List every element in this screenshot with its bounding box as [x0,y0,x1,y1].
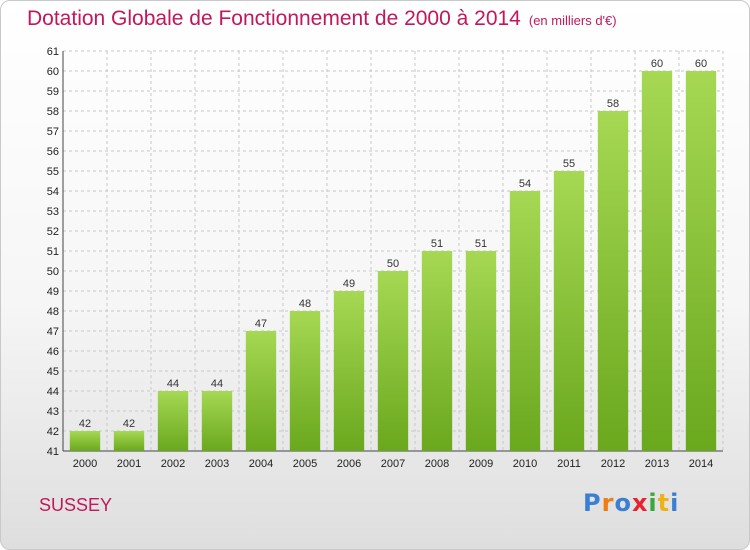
y-tick-label: 51 [47,246,59,258]
bar [597,111,629,451]
y-tick-label: 41 [47,446,59,458]
y-tick-label: 56 [47,146,59,158]
bar [641,71,673,451]
data-label: 51 [431,238,443,250]
data-label: 42 [79,418,91,430]
data-label: 44 [211,378,223,390]
bar [289,311,321,451]
x-tick-label: 2005 [293,458,317,470]
chart-title: Dotation Globale de Fonctionnement de 20… [27,7,617,31]
bar [421,251,453,451]
y-tick-label: 49 [47,286,59,298]
bar [377,271,409,451]
y-tick-label: 44 [47,386,59,398]
bar [245,331,277,451]
y-tick-label: 50 [47,266,59,278]
y-tick-label: 59 [47,86,59,98]
data-label: 60 [651,58,663,70]
data-label: 55 [563,158,575,170]
y-tick-label: 60 [47,66,59,78]
x-tick-label: 2011 [557,458,581,470]
y-tick-label: 52 [47,226,59,238]
y-tick-label: 54 [47,186,59,198]
x-tick-label: 2010 [513,458,537,470]
y-tick-label: 48 [47,306,59,318]
x-tick-label: 2000 [73,458,97,470]
data-label: 47 [255,318,267,330]
bar [685,71,717,451]
data-label: 48 [299,298,311,310]
x-tick-label: 2008 [425,458,449,470]
data-label: 50 [387,258,399,270]
x-tick-label: 2007 [381,458,405,470]
x-tick-label: 2002 [161,458,185,470]
bar [69,431,101,451]
x-tick-label: 2004 [249,458,273,470]
x-tick-label: 2014 [689,458,713,470]
y-tick-label: 46 [47,346,59,358]
logo-letter: r [601,489,615,517]
x-tick-label: 2003 [205,458,229,470]
x-tick-label: 2006 [337,458,361,470]
proxiti-logo: Proxiti [583,489,679,517]
data-label: 58 [607,98,619,110]
logo-letter: t [657,489,671,517]
commune-name: SUSSEY [39,495,113,515]
y-tick-label: 43 [47,406,59,418]
chart-unit: (en milliers d'€) [528,13,617,28]
bar [465,251,497,451]
x-tick-label: 2013 [645,458,669,470]
y-tick-label: 47 [47,326,59,338]
data-label: 54 [519,178,531,190]
bar [509,191,541,451]
data-label: 44 [167,378,179,390]
data-label: 51 [475,238,487,250]
y-tick-label: 58 [47,106,59,118]
y-tick-label: 57 [47,126,59,138]
y-tick-label: 45 [47,366,59,378]
bar [201,391,233,451]
logo-letter: o [614,489,632,517]
x-tick-label: 2001 [117,458,141,470]
bar [113,431,145,451]
bar [157,391,189,451]
data-label: 42 [123,418,135,430]
data-label: 49 [343,278,355,290]
x-tick-label: 2009 [469,458,493,470]
y-tick-label: 55 [47,166,59,178]
y-tick-label: 61 [47,46,59,58]
x-tick-label: 2012 [601,458,625,470]
y-tick-label: 53 [47,206,59,218]
bar [333,291,365,451]
chart-title-text: Dotation Globale de Fonctionnement de 20… [27,7,521,30]
logo-letter: i [648,489,658,517]
bar [553,171,585,451]
logo-letter: x [631,489,649,517]
y-tick-label: 42 [47,426,59,438]
data-label: 60 [695,58,707,70]
logo-letter: P [583,489,602,517]
logo-letter: i [670,489,680,517]
